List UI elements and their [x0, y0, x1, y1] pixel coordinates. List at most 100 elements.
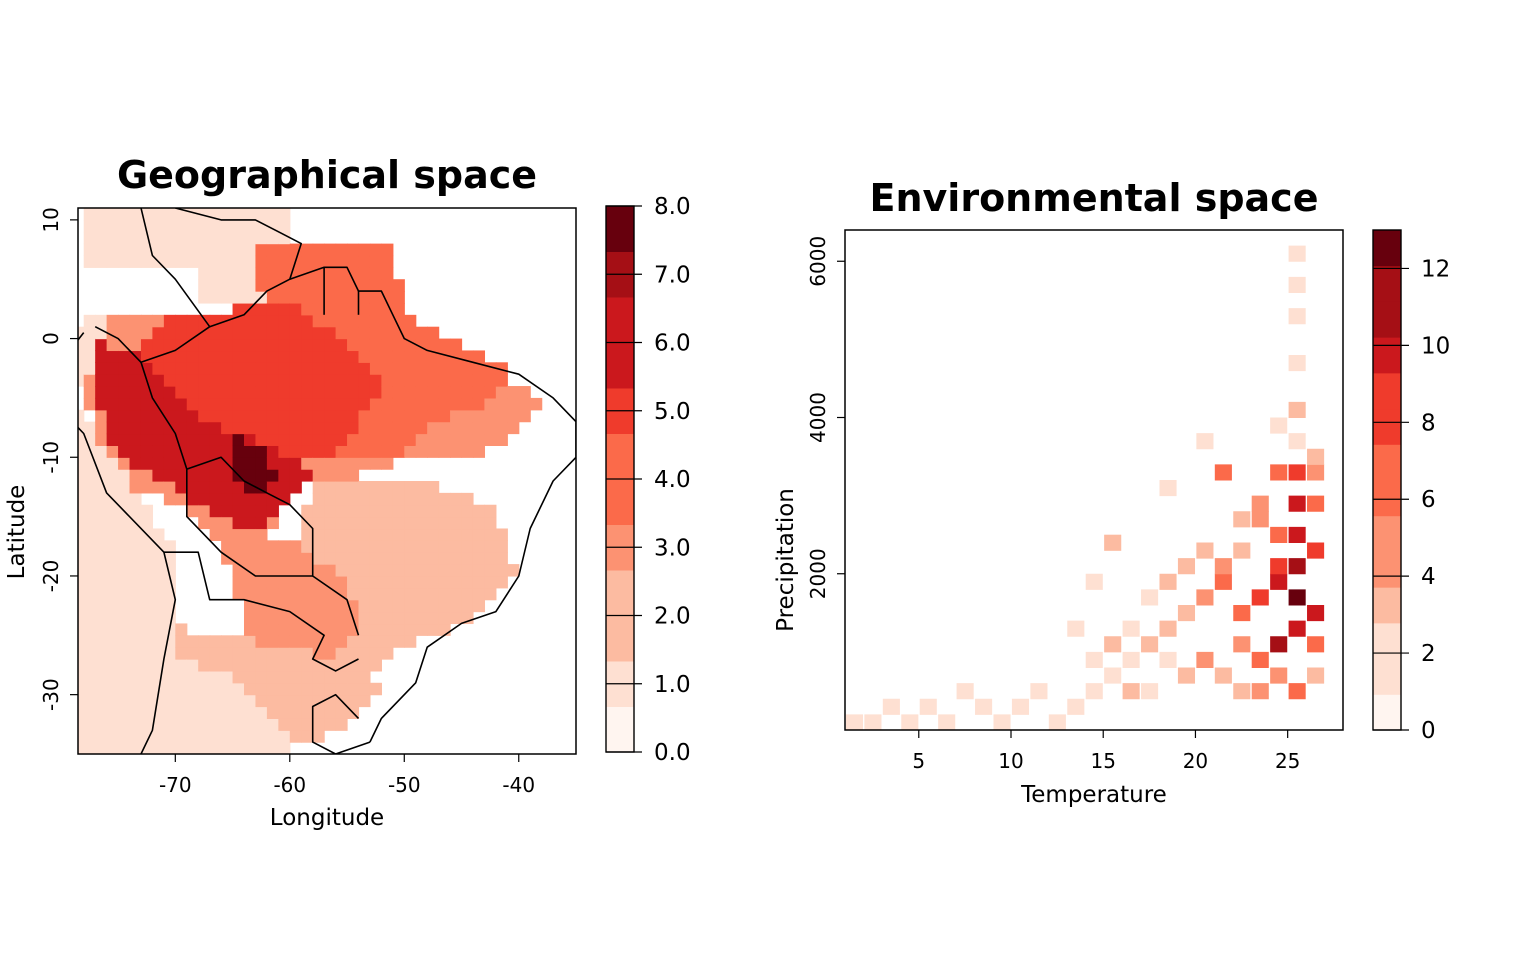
- geo-cell: [324, 670, 337, 684]
- geo-cell: [266, 730, 279, 743]
- geo-cell: [347, 362, 360, 375]
- geo-cell: [198, 255, 211, 268]
- geo-cell: [404, 623, 417, 636]
- geo-cell: [244, 481, 257, 494]
- geo-cell: [198, 718, 211, 731]
- geo-cell: [140, 635, 154, 648]
- geo-cell: [381, 291, 394, 304]
- geo-cell: [347, 659, 360, 672]
- geo-cell: [335, 706, 348, 719]
- geo-cell: [450, 350, 463, 363]
- env-cell: [1177, 605, 1196, 622]
- geo-cell: [152, 421, 165, 435]
- geo-cell: [450, 338, 463, 352]
- geo-cell: [83, 552, 96, 565]
- colorbar-tick-label: 12: [1421, 256, 1450, 282]
- geo-cell: [392, 350, 405, 363]
- geo-cell: [118, 599, 131, 613]
- geo-cell: [312, 421, 325, 435]
- geo-cell: [312, 326, 325, 340]
- y-tick-label: 0: [39, 332, 63, 345]
- geo-cell: [209, 279, 222, 292]
- geo-cell: [209, 374, 222, 387]
- geo-cell: [335, 386, 348, 399]
- geo-cell: [381, 504, 394, 518]
- geo-cell: [140, 575, 154, 589]
- geo-cell: [278, 386, 291, 399]
- geo-cell: [198, 409, 211, 423]
- geo-cell: [369, 243, 382, 257]
- geo-cell: [209, 635, 222, 648]
- geo-cell: [221, 528, 234, 541]
- geo-cell: [198, 504, 211, 518]
- geo-cell: [221, 481, 234, 494]
- geo-cell: [209, 504, 222, 518]
- geo-cell: [118, 208, 131, 221]
- geo-cell: [152, 338, 165, 352]
- geo-cell: [266, 540, 279, 553]
- geo-cell: [381, 433, 394, 446]
- geo-cell: [278, 279, 291, 292]
- env-cell: [1270, 464, 1288, 481]
- geo-cell: [369, 552, 382, 565]
- geo-cell: [175, 670, 188, 684]
- geo-cell: [244, 386, 257, 399]
- geo-cell: [232, 338, 245, 352]
- geo-cell: [175, 386, 188, 399]
- geo-cell: [427, 338, 440, 352]
- colorbar-tick-label: 8.0: [654, 194, 691, 220]
- geo-cell: [427, 564, 440, 577]
- geo-cell: [95, 433, 108, 446]
- geo-cell: [335, 243, 348, 257]
- geo-cell: [347, 433, 360, 446]
- geo-cell: [381, 564, 394, 577]
- geo-cell: [106, 564, 119, 577]
- geo-cell: [312, 279, 325, 292]
- geo-cell: [95, 421, 108, 435]
- geo-cell: [129, 362, 142, 375]
- geo-cell: [95, 706, 108, 719]
- env-heatmap: [845, 245, 1325, 730]
- geo-cell: [392, 291, 405, 304]
- geo-cell: [118, 433, 131, 446]
- geo-cell: [78, 575, 85, 589]
- geo-cell: [472, 350, 486, 363]
- geo-cell: [392, 587, 405, 601]
- geo-cell: [324, 397, 337, 411]
- geo-cell: [221, 362, 234, 375]
- geo-cell: [369, 564, 382, 577]
- geo-cell: [232, 659, 245, 672]
- geo-cell: [324, 564, 337, 577]
- geo-cell: [106, 255, 119, 268]
- geo-cell: [209, 730, 222, 743]
- geo-cell: [301, 445, 314, 458]
- geo-cell: [186, 492, 199, 506]
- geo-cell: [221, 706, 234, 719]
- geo-cell: [198, 291, 211, 304]
- geo-cell: [244, 409, 257, 423]
- geo-cell: [369, 433, 382, 446]
- geo-cell: [278, 742, 291, 754]
- geo-cell: [450, 374, 463, 387]
- geo-cell: [289, 350, 302, 363]
- geo-cell: [392, 326, 405, 340]
- geo-cell: [186, 635, 199, 648]
- geo-cell: [78, 528, 85, 541]
- geo-cell: [209, 516, 222, 530]
- geo-cell: [78, 552, 85, 565]
- geo-cell: [129, 587, 142, 601]
- geo-cell: [221, 492, 234, 506]
- geo-cell: [186, 397, 199, 411]
- geo-cell: [347, 279, 360, 292]
- geo-cell: [163, 706, 176, 719]
- geo-cell: [324, 291, 337, 304]
- geo-cell: [83, 718, 96, 731]
- geo-cell: [175, 243, 188, 257]
- geo-cell: [415, 516, 428, 530]
- colorbar-segment: [606, 479, 634, 525]
- geo-cell: [175, 374, 188, 387]
- geo-cell: [95, 457, 108, 470]
- geo-cell: [392, 279, 405, 292]
- geo-cell: [289, 659, 302, 672]
